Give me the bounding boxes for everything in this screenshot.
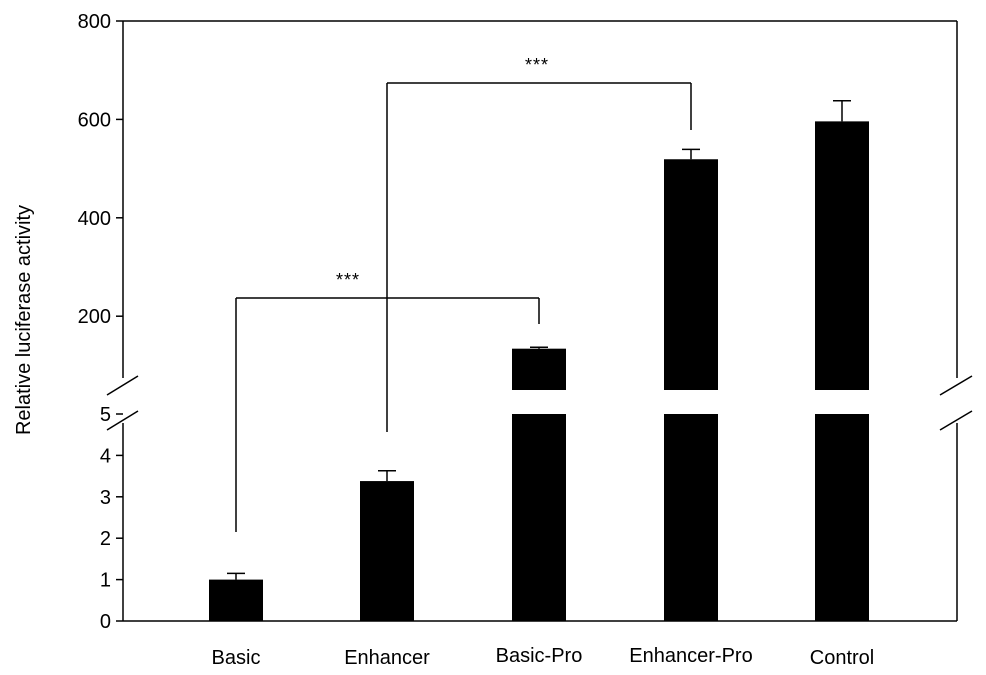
y-tick-label: 3 bbox=[100, 487, 111, 509]
bar bbox=[360, 481, 414, 621]
axis-break-mark-right bbox=[939, 375, 973, 396]
significance-label: *** bbox=[336, 270, 360, 290]
x-tick-label: Control bbox=[810, 647, 874, 669]
bar bbox=[664, 159, 718, 390]
plot-area: 0 1 2 3 4 5 200 400 600 800 Basic Enhancer Basic-Pro… bbox=[78, 11, 973, 669]
bar bbox=[512, 414, 566, 621]
y-tick-label: 200 bbox=[78, 306, 111, 328]
x-tick-label: Enhancer bbox=[344, 647, 430, 669]
y-tick-label: 2 bbox=[100, 528, 111, 550]
y-tick-label: 5 bbox=[100, 404, 111, 426]
axis-break-mark-left bbox=[106, 410, 139, 431]
x-tick-label: Enhancer-Pro bbox=[629, 645, 752, 667]
y-tick-label: 4 bbox=[100, 445, 111, 467]
y-tick-label: 600 bbox=[78, 109, 111, 131]
y-tick-label: 1 bbox=[100, 570, 111, 592]
bar bbox=[512, 348, 566, 390]
y-axis-title: Relative luciferase activity bbox=[13, 205, 35, 435]
y-tick-label: 400 bbox=[78, 208, 111, 230]
bar bbox=[664, 414, 718, 621]
axis-break-mark-right bbox=[939, 410, 973, 431]
bar bbox=[209, 579, 263, 621]
bar bbox=[815, 121, 869, 391]
bar bbox=[815, 414, 869, 621]
significance-label: *** bbox=[525, 55, 549, 75]
x-tick-label: Basic-Pro bbox=[496, 645, 583, 667]
x-tick-label: Basic bbox=[212, 647, 261, 669]
y-tick-label: 0 bbox=[100, 611, 111, 633]
y-tick-label: 800 bbox=[78, 11, 111, 33]
axis-break-mark-left bbox=[106, 375, 139, 396]
